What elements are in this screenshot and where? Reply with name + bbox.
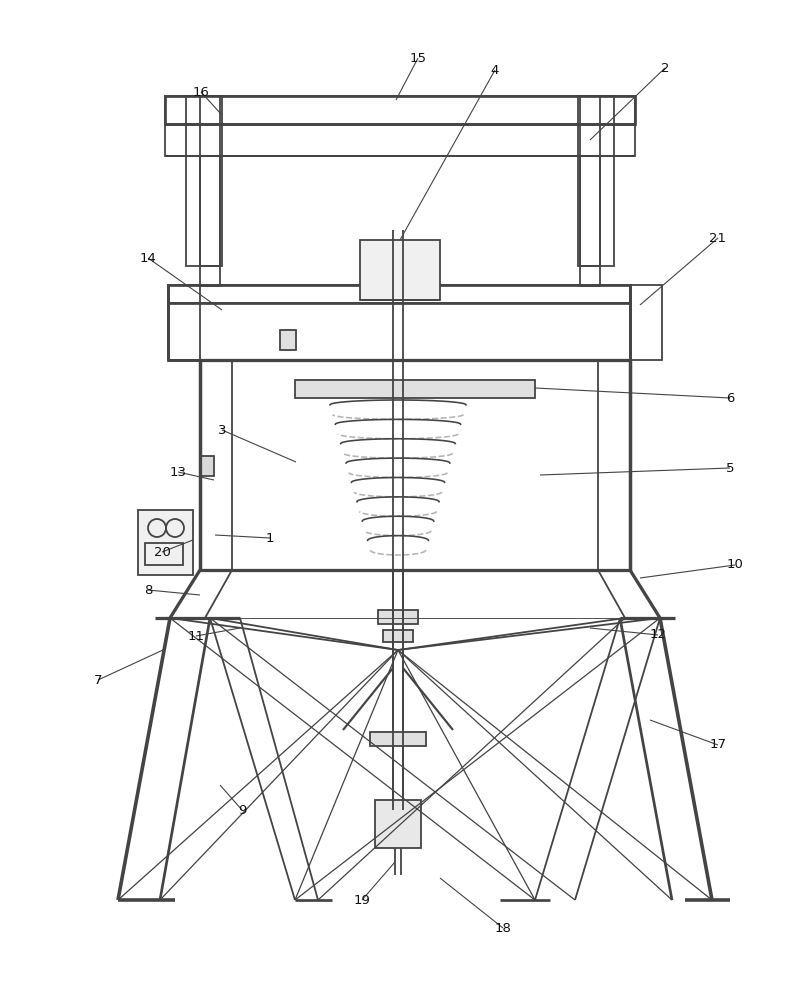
Text: 5: 5 bbox=[725, 462, 734, 475]
Text: 10: 10 bbox=[726, 558, 744, 572]
Text: 21: 21 bbox=[709, 232, 726, 244]
Text: 9: 9 bbox=[238, 804, 247, 816]
Text: 12: 12 bbox=[650, 629, 666, 642]
Bar bbox=[378, 610, 418, 624]
Text: 19: 19 bbox=[354, 894, 370, 906]
Text: 17: 17 bbox=[709, 738, 726, 752]
Text: 8: 8 bbox=[144, 584, 152, 596]
Bar bbox=[200, 96, 220, 266]
Bar bbox=[598, 360, 630, 570]
Bar bbox=[186, 96, 222, 266]
Bar bbox=[200, 360, 630, 570]
Bar bbox=[168, 285, 630, 360]
Text: 6: 6 bbox=[726, 391, 734, 404]
Text: 2: 2 bbox=[661, 62, 670, 75]
Text: 18: 18 bbox=[495, 922, 512, 934]
Bar bbox=[280, 330, 296, 350]
Bar bbox=[375, 800, 421, 848]
Text: 11: 11 bbox=[188, 630, 204, 643]
Bar bbox=[630, 285, 662, 360]
Bar bbox=[360, 240, 440, 300]
Bar bbox=[165, 96, 635, 124]
Bar bbox=[200, 456, 214, 476]
Text: 20: 20 bbox=[153, 546, 171, 558]
Text: 16: 16 bbox=[192, 86, 209, 99]
Bar bbox=[145, 543, 183, 565]
Bar bbox=[370, 732, 426, 746]
Bar bbox=[200, 360, 232, 570]
Bar bbox=[578, 96, 614, 266]
Bar bbox=[200, 156, 220, 286]
Text: 4: 4 bbox=[491, 64, 500, 77]
Bar bbox=[168, 285, 200, 360]
Bar bbox=[383, 630, 413, 642]
Bar bbox=[168, 285, 630, 303]
Text: 3: 3 bbox=[218, 424, 227, 436]
Bar bbox=[165, 96, 635, 156]
Text: 13: 13 bbox=[169, 466, 187, 479]
Text: 7: 7 bbox=[93, 674, 102, 686]
Text: 1: 1 bbox=[266, 532, 275, 544]
Bar bbox=[580, 156, 600, 286]
Bar bbox=[138, 510, 193, 575]
Bar bbox=[295, 380, 535, 398]
Text: 15: 15 bbox=[409, 51, 426, 64]
Text: 14: 14 bbox=[140, 251, 156, 264]
Bar bbox=[580, 96, 600, 266]
